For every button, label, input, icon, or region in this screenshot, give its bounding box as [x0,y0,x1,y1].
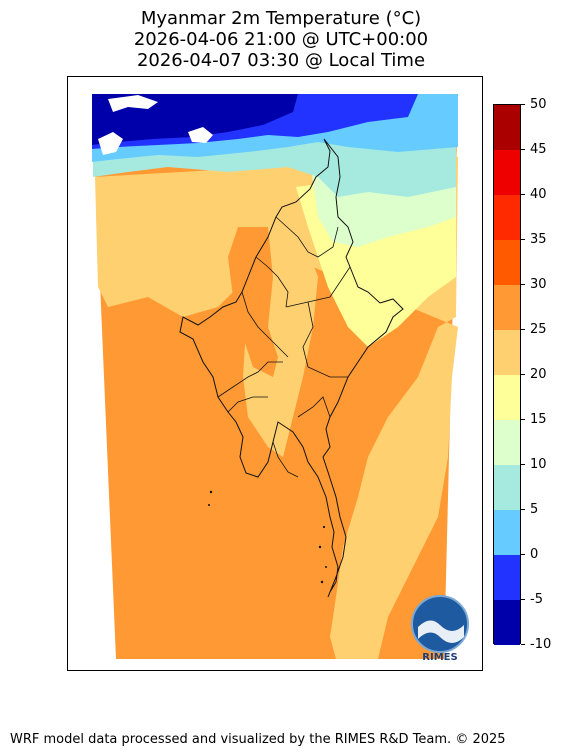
island [209,490,213,494]
map-frame: RIMES [67,76,483,671]
colorbar-tick-mark [521,149,525,150]
colorbar-tick-mark [521,329,525,330]
colorbar-band [494,510,520,555]
map-title: Myanmar 2m Temperature (°C) 2026-04-06 2… [0,8,562,71]
colorbar-tick-label: 20 [530,367,547,382]
colorbar-band [494,195,520,240]
colorbar-tick-mark [521,644,525,645]
temperature-map: RIMES [92,94,469,663]
rimes-logo-text: RIMES [422,652,457,663]
footer-credit: WRF model data processed and visualized … [10,732,506,747]
colorbar-band [494,105,520,150]
temperature-colorbar [493,104,521,645]
colorbar-tick-mark [521,509,525,510]
colorbar-band [494,330,520,375]
colorbar-tick-label: 10 [530,457,547,472]
colorbar-band [494,285,520,330]
nodata-patch [98,132,123,155]
colorbar-tick-label: 15 [530,412,547,427]
state-boundary [217,216,351,478]
colorbar-tick-mark [521,599,525,600]
colorbar-tick-label: 25 [530,322,547,337]
colorbar-tick-label: 35 [530,232,547,247]
island [208,504,210,506]
colorbar-tick-mark [521,374,525,375]
colorbar-band [494,420,520,465]
colorbar-tick-mark [521,554,525,555]
title-line-utc-time: 2026-04-06 21:00 @ UTC+00:00 [133,29,429,50]
colorbar-tick-mark [521,284,525,285]
colorbar-tick-label: 50 [530,97,547,112]
rimes-logo: RIMES [411,595,469,663]
colorbar-tick-label: 40 [530,187,547,202]
colorbar-tick-mark [521,104,525,105]
colorbar-band [494,150,520,195]
colorbar-band [494,465,520,510]
colorbar-tick-mark [521,239,525,240]
island [322,525,326,529]
colorbar-tick-mark [521,419,525,420]
island [320,580,324,584]
title-line-local-time: 2026-04-07 03:30 @ Local Time [136,50,426,71]
nodata-patch [188,127,213,143]
island [325,566,327,568]
colorbar-tick-mark [521,464,525,465]
colorbar-band [494,240,520,285]
island [318,545,322,549]
colorbar-band [494,555,520,600]
colorbar-tick-label: 45 [530,142,547,157]
nodata-patch [108,95,158,112]
title-line-variable: Myanmar 2m Temperature (°C) [140,8,422,29]
colorbar-band [494,375,520,420]
colorbar-band [494,600,520,645]
colorbar-tick-label: 0 [530,547,539,562]
myanmar-border [179,138,404,598]
colorbar-tick-label: 30 [530,277,547,292]
colorbar-tick-label: -5 [530,592,543,607]
colorbar-tick-mark [521,194,525,195]
colorbar-tick-label: 5 [530,502,539,517]
colorbar-tick-label: -10 [530,637,552,652]
